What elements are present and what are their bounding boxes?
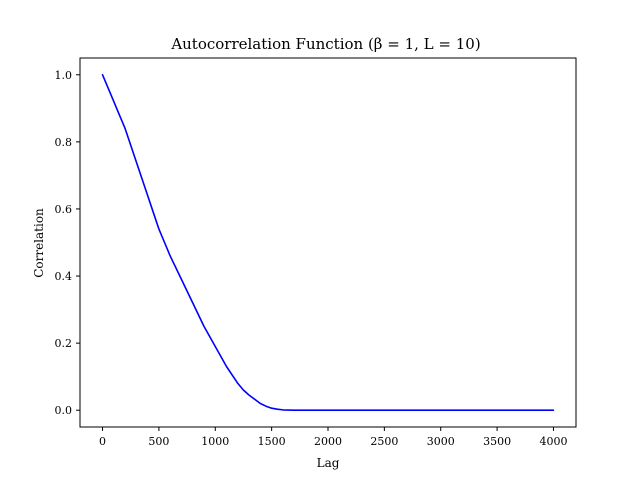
y-tick-label: 0.8 [55, 136, 73, 149]
y-tick-label: 0.6 [55, 203, 73, 216]
chart-title: Autocorrelation Function (β = 1, L = 10) [170, 35, 480, 53]
x-tick-label: 1000 [201, 435, 229, 448]
x-tick-label: 3000 [427, 435, 455, 448]
y-tick-label: 0.4 [55, 270, 73, 283]
series-line-0 [101, 73, 555, 412]
y-tick-label: 1.0 [55, 69, 73, 82]
x-tick-label: 0 [99, 435, 106, 448]
x-axis-ticks: 0 500 1000 1500 2000 2500 3000 3500 4000 [99, 427, 567, 448]
x-tick-label: 500 [148, 435, 169, 448]
y-axis-ticks: 0.0 0.2 0.4 0.6 0.8 1.0 [55, 69, 80, 417]
x-axis-label: Lag [317, 456, 340, 470]
y-tick-label: 0.2 [55, 337, 73, 350]
plot-area: 0 500 1000 1500 2000 2500 3000 3500 4000 0.00.20… [55, 57, 577, 448]
y-axis-label: Correlation [32, 208, 46, 278]
x-tick-label: 4000 [539, 435, 567, 448]
x-tick-label: 1500 [258, 435, 286, 448]
series-layer [101, 73, 555, 412]
y-tick-label: 0.0 [55, 404, 73, 417]
x-tick-label: 2500 [370, 435, 398, 448]
x-tick-label: 2000 [314, 435, 342, 448]
x-tick-label: 3500 [483, 435, 511, 448]
